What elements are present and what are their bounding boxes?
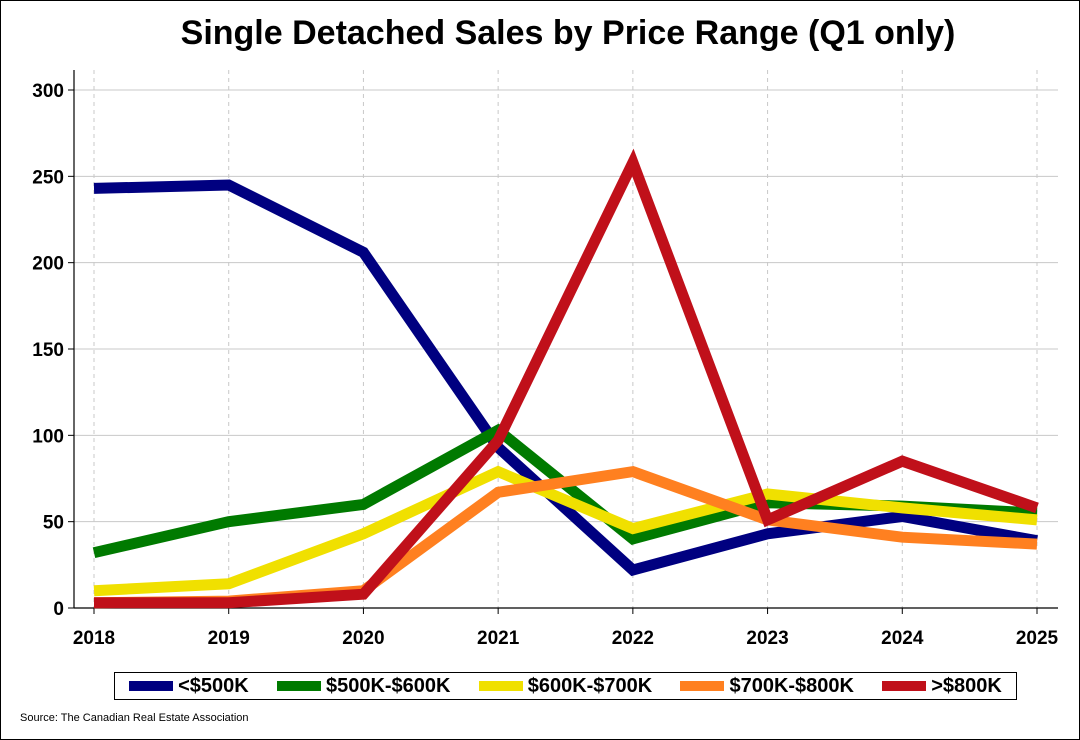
legend-label: >$800K bbox=[931, 674, 1002, 697]
y-tick-label: 300 bbox=[32, 81, 64, 102]
x-tick-label: 2023 bbox=[746, 628, 788, 649]
legend-swatch bbox=[276, 681, 321, 691]
chart-legend: <$500K $500K-$600K $600K-$700K $700K-$800K >… bbox=[114, 672, 1017, 700]
series-line-0 bbox=[93, 179, 1038, 577]
x-tick-label: 2018 bbox=[73, 628, 115, 649]
legend-label: $600K-$700K bbox=[527, 674, 653, 697]
x-tick-label: 2025 bbox=[1016, 628, 1059, 649]
x-tick-label: 2021 bbox=[477, 628, 520, 649]
legend-label: $500K-$600K bbox=[325, 674, 451, 697]
legend-item: >$800K bbox=[882, 675, 1002, 698]
y-tick-label: 150 bbox=[32, 340, 64, 361]
legend-label: $700K-$800K bbox=[729, 674, 854, 697]
x-tick-label: 2024 bbox=[881, 628, 924, 649]
y-tick-label: 50 bbox=[43, 513, 64, 534]
series-line-4 bbox=[94, 148, 1039, 609]
y-tick-label: 200 bbox=[32, 254, 64, 275]
legend-label: <$500K bbox=[178, 674, 249, 697]
y-tick-label: 250 bbox=[32, 167, 64, 188]
y-tick-label: 100 bbox=[32, 426, 64, 447]
x-tick-label: 2019 bbox=[208, 628, 250, 649]
legend-item: $600K-$700K bbox=[478, 674, 653, 698]
x-tick-label: 2020 bbox=[342, 628, 384, 649]
legend-item: $700K-$800K bbox=[680, 675, 854, 698]
legend-swatch bbox=[478, 681, 523, 691]
source-note: Source: The Canadian Real Estate Associa… bbox=[20, 712, 249, 724]
chart-title: Single Detached Sales by Price Range (Q1… bbox=[180, 14, 956, 52]
legend-item: $500K-$600K bbox=[276, 674, 451, 698]
legend-swatch bbox=[129, 681, 174, 691]
y-tick-label: 0 bbox=[53, 599, 64, 620]
legend-swatch bbox=[882, 681, 927, 691]
legend-swatch bbox=[680, 681, 725, 691]
x-tick-label: 2022 bbox=[612, 628, 654, 649]
legend-item: <$500K bbox=[129, 675, 249, 698]
series-line-2 bbox=[93, 465, 1038, 597]
